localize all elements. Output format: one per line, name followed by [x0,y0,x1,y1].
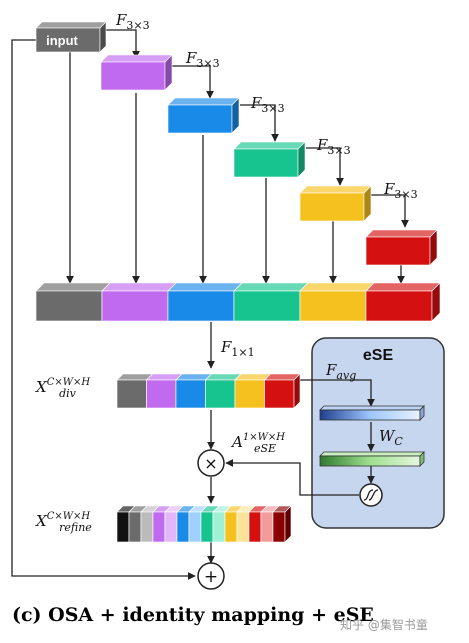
input-block [35,21,107,53]
concat-segment-6 [365,282,441,322]
conv-arrow-2 [166,65,214,99]
concat-segment-5 [299,282,375,322]
conv-label-3: F3×3 [250,94,285,115]
fc-bar-green [319,451,425,467]
conv-block-5 [365,229,438,266]
watermark-text: 知乎 @集智书童 [340,618,428,632]
multiply-op: × [197,449,225,477]
sigmoid-to-mult [225,459,359,496]
conv-arrow-1 [104,29,140,59]
figure-caption: (c) OSA + identity mapping + eSE [12,604,374,626]
add-op: + [197,562,225,590]
conv-labels: F3×3 F3×3 F3×3 F3×3 F3×3 [115,11,418,201]
conv-label-2: F3×3 [185,49,220,70]
conv-block-4 [299,185,372,222]
sigmoid-icon [359,483,383,507]
concat-segment-3 [167,282,243,322]
identity-skip-line [11,39,196,580]
x-refine-slice-14 [272,505,292,543]
fc-bar-blue [319,405,425,421]
conv-label-4: F3×3 [316,136,351,157]
x-refine-label: XC×W×H refine [35,511,92,534]
favg-label: Favg [325,361,356,382]
add-symbol: + [204,567,218,587]
concat-segment-4 [233,282,309,322]
concat-op-label: F1×1 [220,338,255,359]
x-div-row [116,373,301,409]
wc-label: WC [379,427,403,448]
concat-segment-2 [101,282,177,322]
x-refine-row [116,505,292,543]
attention-label: A1×W×H eSE [230,432,285,455]
x-div-label: XC×W×H div [35,377,90,400]
conv-arrow-5 [371,194,409,228]
connectors [11,29,409,580]
concat-segment-1 [35,282,111,322]
conv-label-5: F3×3 [383,180,418,201]
cascade-blocks [35,21,438,266]
conv-label-1: F3×3 [115,11,150,32]
conv-block-3 [233,141,306,178]
multiply-symbol: × [204,454,217,473]
x-div-segment-6 [263,373,301,409]
concat-row [35,282,441,322]
conv-arrow-4 [306,147,344,186]
ese-title: eSE [363,347,394,364]
favg-arrow [300,379,375,407]
ese-panel [311,337,445,529]
conv-block-1 [100,54,173,91]
input-label: input [46,33,78,48]
conv-block-2 [167,97,240,134]
conv-arrow-3 [240,104,279,142]
